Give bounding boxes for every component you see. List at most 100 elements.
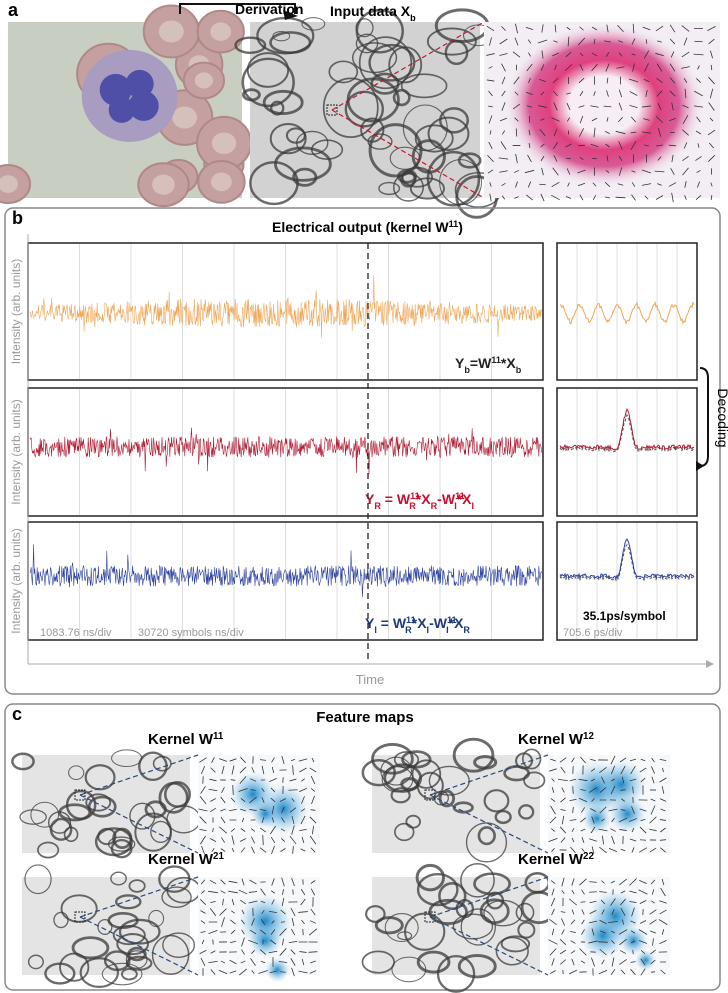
vector [661, 786, 665, 794]
vector [569, 969, 577, 975]
vector [598, 969, 608, 975]
vector [591, 928, 595, 936]
vector [694, 90, 703, 97]
vector [618, 89, 623, 98]
vector [551, 828, 555, 832]
text-part: ) [458, 219, 463, 235]
vector [593, 127, 596, 138]
text-part: Kernel W [518, 731, 584, 748]
membrane [483, 899, 523, 927]
equation: Yb=W11*Xb [455, 355, 522, 375]
vector [566, 102, 571, 111]
vector [501, 102, 506, 111]
vector [709, 88, 714, 99]
text-part: I [472, 501, 475, 511]
text-part: 11 [455, 491, 465, 501]
vector [639, 767, 647, 773]
vector [620, 908, 626, 916]
vector [251, 970, 255, 974]
membrane [416, 950, 451, 974]
vector [501, 26, 506, 31]
zoom-box [326, 104, 338, 116]
kernel-title: Kernel W21 [148, 851, 224, 869]
vector [540, 64, 545, 71]
vector [591, 117, 598, 122]
membrane [241, 57, 295, 108]
membrane [24, 864, 52, 895]
vector [641, 131, 652, 134]
vector [618, 102, 623, 111]
vector [270, 797, 276, 803]
vector [619, 959, 627, 965]
vector [291, 917, 295, 927]
vector [279, 928, 287, 936]
vector [593, 91, 596, 96]
vector [261, 816, 265, 824]
vector [708, 76, 715, 85]
vector [551, 117, 560, 122]
vector [590, 143, 599, 148]
vector [239, 838, 247, 842]
reference [559, 543, 695, 582]
vector [659, 909, 667, 915]
signal [29, 275, 543, 338]
membrane [301, 17, 326, 31]
membrane [438, 882, 467, 911]
vector [571, 889, 575, 895]
vector [590, 808, 596, 812]
vector [580, 756, 586, 764]
vector [299, 951, 307, 953]
vector [528, 77, 531, 84]
vector [230, 797, 236, 803]
vector [589, 900, 597, 904]
vector [298, 911, 308, 913]
input-title: Input data Xb [330, 3, 416, 23]
vector [621, 776, 625, 784]
vector [619, 829, 627, 831]
vector [610, 828, 616, 832]
text-part: 11 [449, 219, 459, 229]
vector [661, 878, 665, 886]
vector [618, 156, 623, 161]
vector [599, 948, 607, 956]
vector [605, 169, 610, 174]
vector [695, 194, 702, 201]
vector [549, 816, 557, 824]
vector [489, 37, 492, 46]
membrane [115, 894, 142, 910]
membrane [84, 764, 116, 791]
vector [617, 183, 624, 186]
membrane [344, 90, 384, 128]
vector [553, 128, 558, 137]
vector [645, 39, 648, 44]
vector [513, 170, 520, 173]
red-cell-center [158, 20, 184, 43]
vector [248, 939, 258, 945]
vector [657, 183, 662, 186]
vector [552, 167, 559, 176]
membrane [409, 177, 445, 200]
vector [200, 835, 206, 845]
membrane [158, 781, 189, 814]
vector [650, 798, 656, 802]
membrane [521, 748, 542, 770]
vector [561, 787, 565, 793]
vector [288, 940, 298, 944]
vector [669, 117, 676, 122]
vector [258, 970, 268, 974]
zoom-box [74, 911, 86, 923]
vector [528, 129, 531, 136]
vector [591, 63, 598, 72]
membrane [107, 836, 136, 852]
vector [608, 808, 618, 812]
vector [696, 116, 701, 123]
membrane [444, 39, 469, 66]
vector [695, 130, 702, 135]
vector [604, 40, 611, 43]
bracket [699, 367, 709, 467]
vector [570, 846, 576, 854]
vector [580, 828, 586, 832]
vector [568, 898, 578, 906]
membrane [234, 36, 267, 54]
